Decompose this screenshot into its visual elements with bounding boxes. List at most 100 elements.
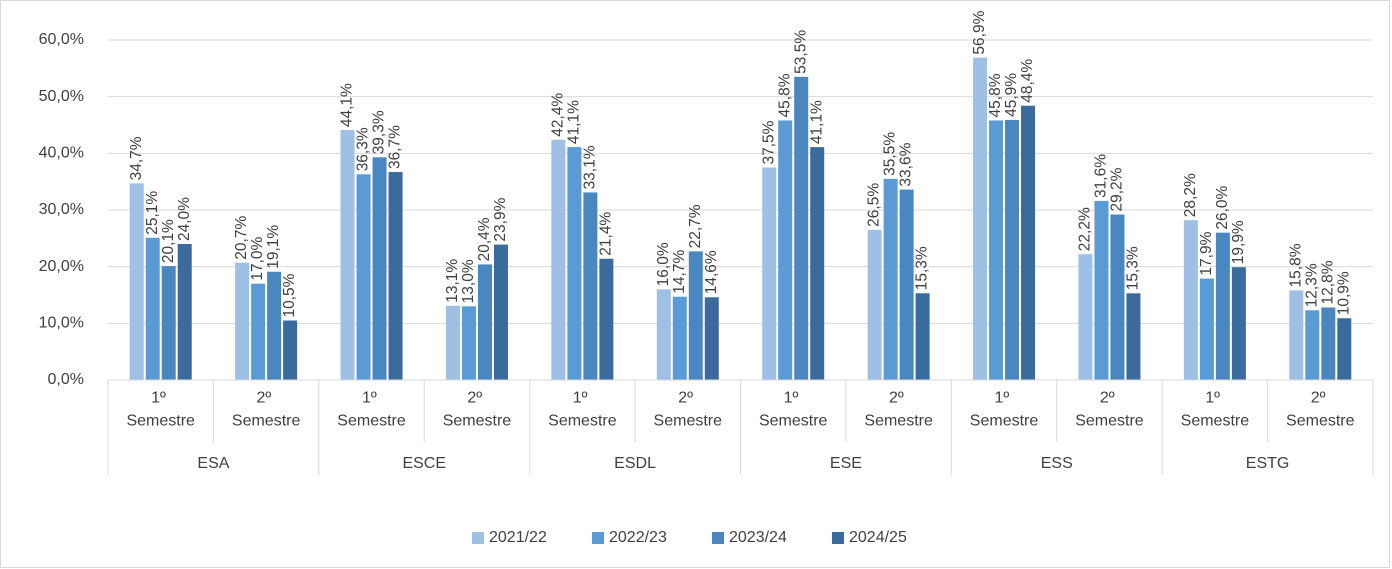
bar (493, 244, 508, 380)
bar (445, 305, 460, 380)
legend-swatch (832, 532, 844, 544)
legend-swatch (592, 532, 604, 544)
x-tick-label: 2º Semestre (1075, 390, 1144, 430)
y-tick-label: 30,0% (39, 201, 84, 218)
y-tick-label: 20,0% (39, 258, 84, 275)
bar (1321, 307, 1336, 380)
data-label: 29,2% (1109, 167, 1126, 211)
bar (1021, 105, 1036, 380)
legend-label: 2024/25 (849, 529, 907, 546)
data-label: 34,7% (128, 136, 145, 180)
bar (1005, 119, 1020, 381)
data-label: 41,1% (808, 100, 825, 144)
bar (1094, 200, 1109, 380)
legend-swatch (472, 532, 484, 544)
bar (688, 251, 703, 380)
x-tick-label: 1º Semestre (970, 390, 1039, 430)
legend-label: 2023/24 (729, 529, 787, 546)
data-label: 45,9% (1003, 73, 1020, 117)
bar (794, 76, 809, 380)
data-label: 36,7% (387, 125, 404, 169)
data-label: 16,0% (655, 242, 672, 286)
data-label: 12,3% (1303, 263, 1320, 307)
data-label: 56,9% (971, 10, 988, 54)
group-label: ESE (830, 455, 862, 472)
data-label: 28,2% (1182, 173, 1199, 217)
bar (267, 271, 282, 380)
data-label: 14,6% (703, 250, 720, 294)
data-label: 42,4% (549, 93, 566, 137)
y-tick-label: 10,0% (39, 315, 84, 332)
bar (1183, 220, 1198, 380)
group-label: ESCE (402, 455, 446, 472)
bar (810, 147, 825, 380)
bar (283, 320, 298, 380)
bar (356, 174, 371, 380)
bar (1289, 290, 1304, 380)
data-label: 15,8% (1287, 243, 1304, 287)
data-label: 13,0% (460, 259, 477, 303)
bar (1110, 214, 1125, 380)
bar (372, 157, 387, 380)
bar (672, 296, 687, 380)
data-label: 19,9% (1230, 220, 1247, 264)
bar (388, 172, 403, 380)
bar (704, 297, 719, 380)
data-label: 17,0% (249, 236, 266, 280)
data-label: 23,9% (492, 197, 509, 241)
data-label: 19,1% (265, 225, 282, 269)
group-label: ESDL (614, 455, 656, 472)
data-label: 26,0% (1214, 185, 1231, 229)
y-tick-label: 60,0% (39, 31, 84, 48)
bar (599, 258, 614, 380)
bar (989, 120, 1004, 380)
bar (883, 178, 898, 380)
x-tick-label: 1º Semestre (548, 390, 617, 430)
data-label: 31,6% (1093, 154, 1110, 198)
data-label: 24,0% (176, 197, 193, 241)
data-label: 20,4% (476, 217, 493, 261)
data-label: 20,1% (160, 219, 177, 263)
x-tick-label: 1º Semestre (759, 390, 828, 430)
data-label: 10,5% (281, 273, 298, 317)
bar (340, 130, 355, 380)
x-tick-label: 2º Semestre (1286, 390, 1355, 430)
data-label: 35,5% (882, 132, 899, 176)
bar (762, 167, 777, 380)
bar (1337, 318, 1352, 380)
bar (461, 306, 476, 380)
legend-label: 2021/22 (489, 529, 547, 546)
x-tick-label: 1º Semestre (337, 390, 406, 430)
bar (129, 183, 144, 380)
bar (973, 57, 988, 381)
data-label: 41,1% (565, 100, 582, 144)
data-label: 15,3% (914, 246, 931, 290)
bar (1305, 310, 1320, 380)
legend-label: 2022/23 (609, 529, 667, 546)
data-label: 17,9% (1198, 231, 1215, 275)
bar (899, 189, 914, 380)
legend-swatch (712, 532, 724, 544)
bar (867, 229, 882, 380)
bar (1199, 278, 1214, 380)
bar (915, 293, 930, 380)
bar (161, 266, 176, 380)
data-label: 53,5% (792, 30, 809, 74)
bar (1078, 254, 1093, 380)
data-label: 10,9% (1335, 271, 1352, 315)
bar (551, 139, 566, 380)
y-tick-label: 0,0% (48, 371, 84, 388)
x-tick-label: 2º Semestre (443, 390, 512, 430)
bar (656, 289, 671, 380)
bar (1126, 293, 1141, 380)
data-label: 36,3% (355, 127, 372, 171)
bar (1231, 267, 1246, 380)
data-label: 37,5% (760, 120, 777, 164)
bar (477, 264, 492, 380)
bar (145, 237, 160, 380)
x-tick-label: 1º Semestre (1181, 390, 1250, 430)
data-label: 33,1% (581, 145, 598, 189)
data-label: 22,2% (1077, 207, 1094, 251)
x-tick-label: 2º Semestre (654, 390, 723, 430)
